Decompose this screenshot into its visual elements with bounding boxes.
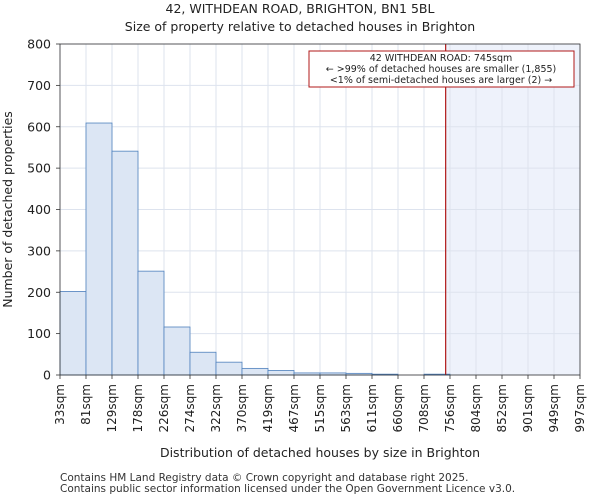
x-tick-label: 81sqm	[79, 384, 93, 425]
x-tick-label: 708sqm	[417, 384, 431, 432]
histogram-bar	[241, 367, 269, 376]
x-tick-label: 901sqm	[521, 384, 535, 432]
histogram-bar	[111, 150, 139, 376]
chart-subtitle: Size of property relative to detached ho…	[124, 19, 476, 34]
y-tick-label: 100	[27, 326, 51, 341]
annotation-title: 42 WITHDEAN ROAD: 745sqm	[370, 53, 513, 64]
histogram-bar	[163, 326, 191, 376]
chart-title: 42, WITHDEAN ROAD, BRIGHTON, BN1 5BL	[165, 1, 435, 16]
x-tick-label: 611sqm	[365, 384, 379, 432]
x-tick-label: 660sqm	[391, 384, 405, 432]
histogram-bar	[267, 370, 295, 376]
y-tick-label: 600	[27, 119, 51, 134]
x-tick-label: 322sqm	[209, 384, 223, 432]
x-tick-label: 852sqm	[495, 384, 509, 432]
histogram-bar	[189, 351, 217, 376]
x-tick-label: 997sqm	[573, 384, 587, 432]
y-tick-label: 700	[27, 78, 51, 93]
histogram-bar	[59, 291, 87, 376]
histogram-bar	[215, 361, 243, 376]
histogram-bar	[137, 270, 165, 376]
y-tick-label: 0	[43, 368, 51, 383]
footer-licence: Contains public sector information licen…	[60, 483, 516, 495]
x-tick-label: 467sqm	[287, 384, 301, 432]
x-tick-label: 949sqm	[547, 384, 561, 432]
y-tick-label: 400	[27, 202, 51, 217]
y-tick-label: 500	[27, 161, 51, 176]
y-tick-label: 300	[27, 243, 51, 258]
annotation-box	[308, 50, 575, 88]
y-tick-label: 200	[27, 285, 51, 300]
x-tick-label: 274sqm	[183, 384, 197, 432]
x-tick-label: 129sqm	[105, 384, 119, 432]
plot-frame	[59, 43, 581, 376]
annotation-smaller: ← >99% of detached houses are smaller (1…	[326, 64, 557, 75]
annotation-larger: <1% of semi-detached houses are larger (…	[330, 75, 552, 86]
x-tick-label: 563sqm	[339, 384, 353, 432]
x-tick-label: 804sqm	[469, 384, 483, 432]
x-tick-label: 178sqm	[131, 384, 145, 432]
x-axis-label: Distribution of detached houses by size …	[160, 445, 480, 460]
y-axis-label: Number of detached properties	[0, 111, 15, 308]
histogram-bar	[85, 122, 113, 376]
x-tick-label: 226sqm	[157, 384, 171, 432]
x-tick-label: 370sqm	[235, 384, 249, 432]
footer-copyright: Contains HM Land Registry data © Crown c…	[60, 472, 469, 484]
x-tick-label: 33sqm	[53, 384, 67, 425]
x-tick-label: 756sqm	[443, 384, 457, 432]
x-tick-label: 419sqm	[261, 384, 275, 432]
x-tick-label: 515sqm	[313, 384, 327, 432]
y-tick-label: 800	[27, 37, 51, 52]
